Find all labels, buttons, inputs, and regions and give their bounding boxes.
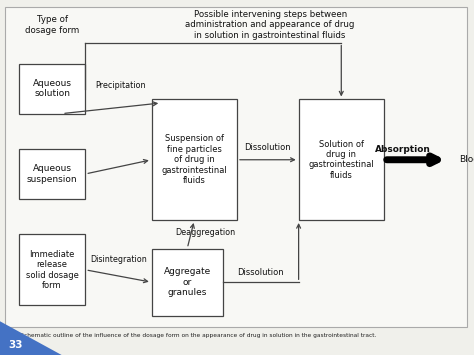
- Text: Suspension of
fine particles
of drug in
gastrointestinal
fluids: Suspension of fine particles of drug in …: [162, 135, 227, 185]
- FancyBboxPatch shape: [19, 234, 85, 305]
- Text: Disintegration: Disintegration: [90, 255, 147, 264]
- Text: .3   Schematic outline of the influence of the dosage form on the appearance of : .3 Schematic outline of the influence of…: [9, 333, 377, 338]
- Text: 33: 33: [8, 340, 22, 350]
- FancyBboxPatch shape: [19, 149, 85, 199]
- Text: Blood: Blood: [459, 155, 474, 164]
- FancyBboxPatch shape: [152, 99, 237, 220]
- Text: Possible intervening steps between
administration and appearance of drug
in solu: Possible intervening steps between admin…: [185, 10, 355, 40]
- FancyBboxPatch shape: [299, 99, 384, 220]
- Text: Aqueous
solution: Aqueous solution: [33, 79, 72, 98]
- FancyBboxPatch shape: [19, 64, 85, 114]
- Text: Type of
dosage form: Type of dosage form: [25, 15, 79, 34]
- Text: Absorption: Absorption: [375, 144, 431, 154]
- Text: Deaggregation: Deaggregation: [175, 228, 235, 237]
- FancyBboxPatch shape: [152, 248, 223, 316]
- FancyBboxPatch shape: [5, 7, 467, 327]
- Text: Precipitation: Precipitation: [96, 81, 146, 90]
- Text: Dissolution: Dissolution: [237, 268, 284, 277]
- Text: Immediate
release
solid dosage
form: Immediate release solid dosage form: [26, 250, 79, 290]
- Text: Aqueous
suspension: Aqueous suspension: [27, 164, 77, 184]
- Text: Dissolution: Dissolution: [245, 143, 291, 152]
- Text: Aggregate
or
granules: Aggregate or granules: [164, 267, 211, 297]
- Text: Solution of
drug in
gastrointestinal
fluids: Solution of drug in gastrointestinal flu…: [309, 140, 374, 180]
- Polygon shape: [0, 321, 62, 355]
